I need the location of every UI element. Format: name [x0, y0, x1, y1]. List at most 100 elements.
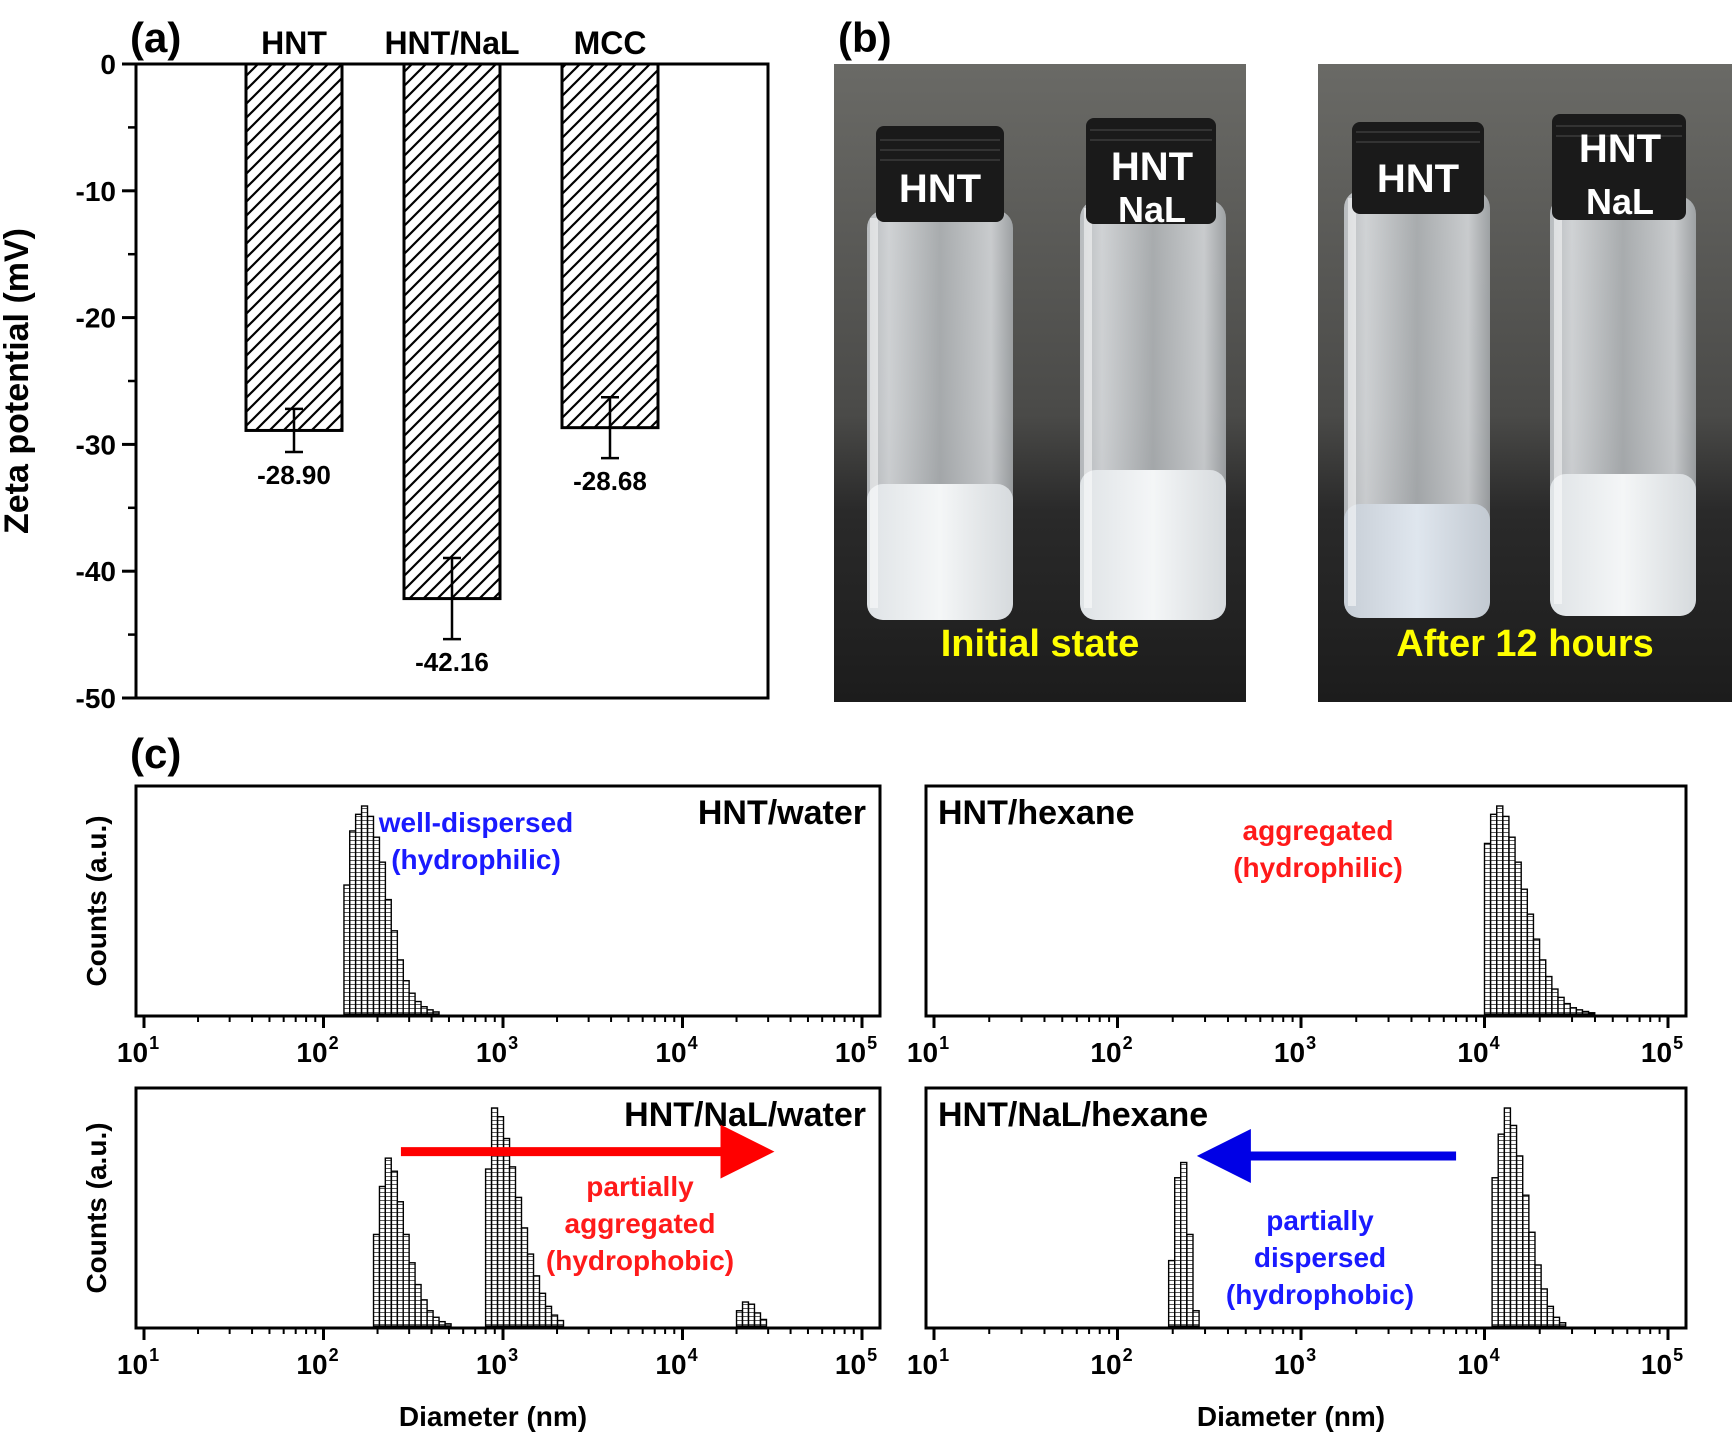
- histogram-bin: [426, 1310, 434, 1327]
- vial-cap-label: HNT: [899, 167, 981, 211]
- x-tick-label: 103: [1274, 1033, 1316, 1068]
- histogram-bin: [1508, 836, 1516, 1015]
- bar: [244, 62, 344, 432]
- x-tick-label: 102: [1090, 1345, 1132, 1380]
- category-label: MCC: [574, 25, 647, 61]
- histogram-bin: [544, 1305, 553, 1327]
- histogram-bin: [741, 1301, 750, 1327]
- x-tick-label: 101: [117, 1345, 159, 1380]
- category-label: HNT: [261, 25, 327, 61]
- histogram-bin: [1483, 842, 1492, 1015]
- histogram-bin: [378, 861, 387, 1015]
- histogram-bin: [396, 1201, 405, 1327]
- histogram-bin: [735, 1310, 744, 1327]
- histogram-bin: [402, 1233, 410, 1327]
- histogram-bin: [1509, 1124, 1518, 1327]
- histogram-bin: [538, 1292, 547, 1327]
- histogram-bin: [1540, 1288, 1548, 1327]
- histogram-bin: [384, 1157, 392, 1327]
- histogram-bin: [502, 1137, 511, 1327]
- x-tick-label: 105: [1641, 1345, 1683, 1380]
- histogram-title: HNT/NaL/hexane: [938, 1096, 1208, 1134]
- histogram-bin: [1569, 1007, 1578, 1015]
- annotation-text: aggregated: [565, 1208, 716, 1239]
- histogram-bin: [514, 1196, 523, 1327]
- histogram-bin: [1497, 1133, 1505, 1327]
- histogram-bin: [1551, 988, 1559, 1015]
- annotation-text: dispersed: [1254, 1242, 1386, 1273]
- y-tick-label: -50: [76, 683, 116, 714]
- annotation-text: (hydrophilic): [1233, 852, 1403, 883]
- vial-cap-label: HNT: [1579, 127, 1661, 171]
- annotation-text: well-dispersed: [378, 807, 574, 838]
- x-tick-label: 105: [835, 1345, 877, 1380]
- histogram-bin: [1503, 1107, 1512, 1327]
- bar: [560, 62, 660, 430]
- x-tick-label: 104: [655, 1345, 697, 1380]
- vial-cap-label: NaL: [1118, 189, 1186, 230]
- plot-frame: [134, 1086, 882, 1330]
- x-tick-label: 103: [476, 1345, 518, 1380]
- histogram-bin: [1514, 861, 1522, 1015]
- vial: HNT NaL: [1550, 114, 1696, 616]
- histogram-bin: [484, 1168, 493, 1327]
- histogram-hnt-hexane: 101 102 103 104 105 HNT/hexane aggregated (hydr…: [907, 784, 1688, 1068]
- histogram-bin: [1558, 1322, 1567, 1327]
- histogram-bin: [432, 1011, 440, 1015]
- histogram-bin: [1534, 1264, 1542, 1327]
- histogram-bin: [1557, 996, 1565, 1015]
- histogram-bin: [556, 1319, 565, 1327]
- x-tick-label: 103: [476, 1033, 518, 1068]
- histogram-bin: [420, 1006, 428, 1015]
- plot-frame: [134, 784, 882, 1018]
- x-tick-label: 104: [1457, 1345, 1499, 1380]
- vial-cap-label: NaL: [1586, 181, 1654, 222]
- annotation-text: partially: [1266, 1205, 1374, 1236]
- y-axis-label: Counts (a.u.): [81, 815, 112, 986]
- histogram-bin: [1563, 1002, 1571, 1015]
- vial: HNT: [1344, 122, 1490, 618]
- x-tick-label: 101: [907, 1033, 949, 1068]
- histogram-bin: [414, 1283, 422, 1327]
- y-tick-label: -40: [76, 556, 116, 587]
- histogram-bin: [426, 1009, 434, 1015]
- x-axis-label: Diameter (nm): [399, 1401, 587, 1432]
- histogram-bin: [390, 930, 399, 1015]
- histogram-bin: [366, 815, 375, 1015]
- x-axis-label: Diameter (nm): [1197, 1401, 1385, 1432]
- x-tick-label: 102: [296, 1033, 338, 1068]
- photo-after-12-hours: HNT HNT NaL After 12 hours: [1318, 64, 1732, 702]
- histogram-bin: [343, 884, 351, 1015]
- histogram-hnt-water: 101 102 103 104 105 HNT/water Counts (a.u.) wel…: [81, 784, 882, 1068]
- histogram-bin: [360, 805, 369, 1015]
- histogram-bin: [508, 1166, 517, 1327]
- panel-label-a: (a): [130, 14, 181, 61]
- histogram-bin: [1496, 805, 1504, 1015]
- size-distribution-charts: 101 102 103 104 105 HNT/water Counts (a.u.) wel…: [81, 784, 1688, 1432]
- histogram-bin: [1520, 888, 1529, 1015]
- histogram-bin: [1538, 959, 1547, 1015]
- x-tick-label: 105: [835, 1033, 877, 1068]
- histogram-bin: [747, 1303, 756, 1327]
- histogram-bin: [1167, 1259, 1176, 1327]
- histogram-bin: [390, 1170, 399, 1327]
- plot-frame: [924, 784, 1688, 1018]
- histogram-bin: [1489, 813, 1498, 1015]
- histogram-title: HNT/NaL/water: [624, 1096, 866, 1134]
- histogram-bin: [402, 980, 410, 1015]
- vial: HNT NaL: [1080, 118, 1226, 620]
- histogram-bin: [520, 1227, 529, 1327]
- histogram-bin: [1532, 938, 1541, 1015]
- y-axis-label: Zeta potential (mV): [0, 228, 36, 534]
- histogram-bin: [1546, 1305, 1555, 1327]
- histogram-bin: [349, 830, 357, 1015]
- x-tick-label: 102: [296, 1345, 338, 1380]
- value-label: -28.90: [257, 460, 331, 490]
- y-axis-label: Counts (a.u.): [81, 1122, 112, 1293]
- histogram-bin: [396, 959, 405, 1015]
- histogram-bin: [1552, 1316, 1561, 1327]
- histogram-bin: [372, 836, 381, 1015]
- y-tick-label: -10: [76, 176, 116, 207]
- histogram-bin: [378, 1185, 387, 1327]
- histogram-bin: [372, 1233, 381, 1327]
